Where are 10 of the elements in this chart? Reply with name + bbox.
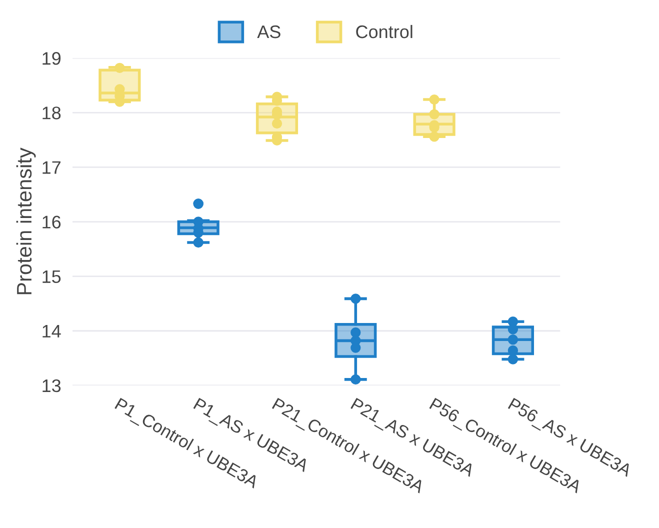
y-tick-label: 19 [42, 52, 61, 65]
y-axis-title: Protein intensity [16, 148, 36, 294]
legend-label: Control [356, 24, 412, 38]
y-tick-label: 17 [42, 161, 60, 174]
y-tick-label: 15 [42, 270, 61, 284]
legend-label: AS [257, 25, 280, 38]
y-tick-label: 16 [42, 216, 61, 228]
y-tick-label: 13 [42, 379, 61, 392]
y-tick-label: 18 [42, 106, 61, 120]
y-tick-label: 14 [42, 325, 61, 338]
